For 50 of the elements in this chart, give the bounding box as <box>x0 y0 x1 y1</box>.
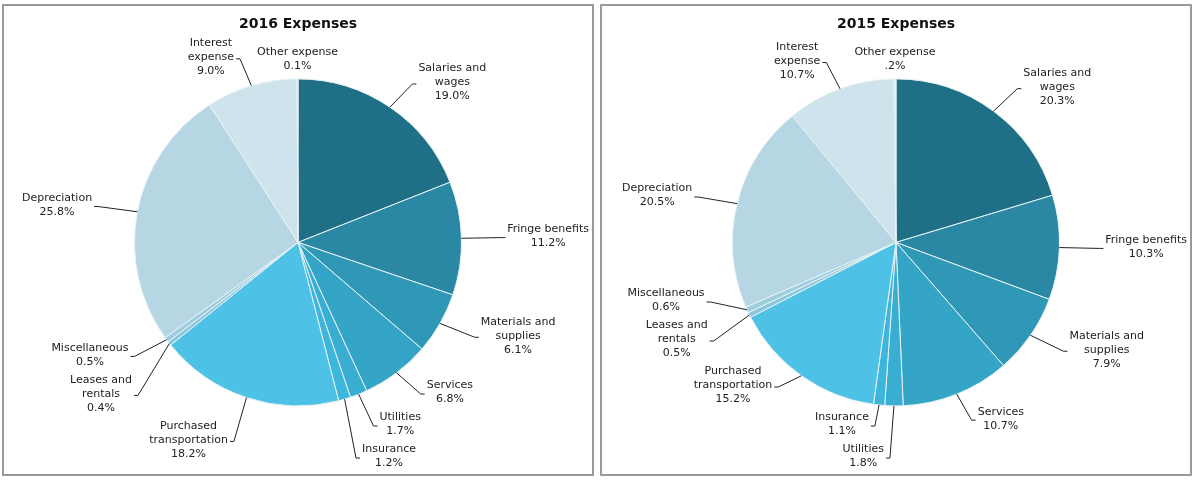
slice-label: Other expense <box>854 45 936 59</box>
slice-label: Fringe benefits <box>507 221 590 235</box>
slice-label: Miscellaneous <box>51 340 129 354</box>
data-label: 10.7% <box>983 418 1019 432</box>
chart-title: 2015 Expenses <box>836 15 956 32</box>
slice-label: Purchased transportation <box>149 418 228 446</box>
data-label: 1.1% <box>827 424 856 438</box>
data-label: 0.5% <box>662 346 691 360</box>
slice-label: Materials and supplies <box>480 314 556 342</box>
data-label: 0.6% <box>652 300 681 314</box>
data-label: 15.2% <box>715 392 751 406</box>
slice-label: Leases and rentals <box>70 372 132 400</box>
data-label: 0.1% <box>283 59 312 73</box>
slice-label: Utilities <box>842 442 885 456</box>
slice-label: Miscellaneous <box>627 286 705 300</box>
slice-label: Materials and supplies <box>1069 328 1145 356</box>
data-label: 1.7% <box>386 424 415 438</box>
slice-label: Interest expense <box>187 36 235 64</box>
data-label: 9.0% <box>196 64 225 78</box>
data-label: 1.8% <box>849 456 878 470</box>
slice-label: Purchased transportation <box>693 364 773 392</box>
data-label: 1.2% <box>375 456 403 470</box>
data-label: 6.8% <box>435 392 464 406</box>
data-label: 20.3% <box>1039 94 1075 108</box>
data-label: 10.3% <box>1128 246 1164 260</box>
slice-label: Services <box>426 378 474 392</box>
data-label: 6.1% <box>504 342 533 356</box>
slice-label: Insurance <box>814 410 870 424</box>
slice-label: Salaries and wages <box>418 61 487 89</box>
data-label: .2% <box>884 59 906 73</box>
data-label: 10.7% <box>779 67 815 81</box>
slice-label: Depreciation <box>21 190 93 204</box>
slice-label: Salaries and wages <box>1023 66 1092 94</box>
data-label: 7.9% <box>1092 356 1121 370</box>
data-label: 11.2% <box>530 235 566 249</box>
slice-label: Depreciation <box>622 181 693 195</box>
slice-label: Services <box>977 404 1025 418</box>
data-label: 0.4% <box>87 400 116 414</box>
data-label: 20.5% <box>639 195 675 209</box>
slice-label: Utilities <box>379 410 422 424</box>
slice-label: Fringe benefits <box>1105 232 1188 246</box>
data-label: 25.8% <box>39 204 75 218</box>
data-label: 19.0% <box>434 89 470 103</box>
chart-title: 2016 Expenses <box>238 15 358 32</box>
data-label: 18.2% <box>171 446 207 460</box>
slice-label: Other expense <box>256 45 339 59</box>
data-label: 0.5% <box>75 354 104 368</box>
slice-label: Insurance <box>362 442 417 456</box>
slice-label: Leases and rentals <box>645 318 708 346</box>
slice-label: Interest expense <box>774 39 821 67</box>
